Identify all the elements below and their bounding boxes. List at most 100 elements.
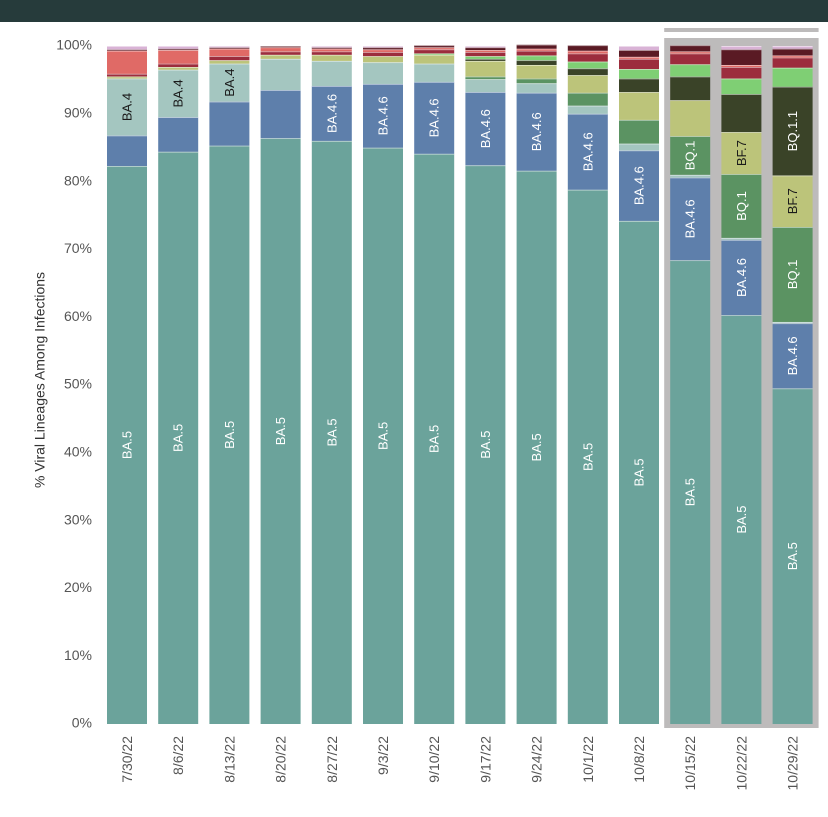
bar-segment — [465, 56, 506, 59]
segment-separator — [414, 153, 455, 155]
segment-separator — [209, 145, 250, 147]
segment-separator — [311, 51, 352, 53]
segment-separator — [567, 113, 608, 115]
segment-separator — [721, 67, 762, 68]
segment-separator — [158, 151, 199, 153]
x-tick-label: 10/1/22 — [580, 736, 596, 783]
segment-label: BA.5 — [529, 433, 544, 461]
bar-segment — [158, 151, 199, 724]
y-axis-label: % Viral Lineages Among Infections — [32, 272, 48, 488]
bar-segment — [619, 46, 659, 51]
segment-label: BA.5 — [632, 458, 647, 486]
segment-label: BA.5 — [171, 424, 186, 452]
segment-separator — [363, 62, 403, 64]
segment-separator — [209, 47, 250, 49]
segment-separator — [670, 260, 711, 262]
segment-separator — [465, 165, 506, 167]
segment-separator — [567, 189, 608, 191]
bar-segment — [363, 147, 403, 724]
bar-segment — [107, 73, 147, 77]
segment-separator — [158, 63, 199, 65]
segment-separator — [363, 52, 403, 53]
segment-separator — [107, 135, 147, 137]
segment-separator — [619, 50, 659, 51]
segment-separator — [260, 90, 301, 91]
segment-separator — [363, 83, 403, 85]
bar-segment — [619, 92, 659, 120]
bar-segment — [311, 51, 352, 55]
segment-separator — [516, 60, 557, 62]
segment-label: BA.5 — [683, 478, 698, 506]
segment-separator — [107, 46, 147, 47]
bar-7/30/22 — [107, 46, 147, 725]
segment-separator — [670, 174, 711, 176]
x-tick-label: 10/8/22 — [631, 736, 647, 783]
segment-separator — [567, 105, 608, 107]
bar-segment — [721, 132, 762, 175]
segment-separator — [721, 315, 762, 316]
x-tick-label: 8/13/22 — [221, 736, 237, 783]
bar-segment — [465, 60, 506, 77]
bar-segment — [260, 51, 301, 55]
segment-separator — [465, 60, 506, 62]
bar-segment — [567, 50, 608, 54]
x-tick-label: 10/15/22 — [682, 736, 698, 791]
segment-label: BA.4.6 — [324, 94, 339, 133]
bar-segment — [516, 92, 557, 171]
segment-separator — [311, 46, 352, 47]
bar-segment — [567, 189, 608, 725]
bar-segment — [670, 174, 711, 178]
segment-separator — [721, 78, 762, 80]
bar-segment — [465, 58, 506, 61]
bar-segment — [619, 143, 659, 151]
bar-segment — [516, 60, 557, 65]
segment-label: BQ.1 — [683, 141, 698, 171]
bar-segment — [209, 101, 250, 146]
segment-separator — [721, 239, 762, 241]
bar-8/27/22 — [311, 46, 352, 725]
segment-separator — [619, 119, 659, 121]
segment-separator — [516, 64, 557, 66]
y-tick-label: 40% — [64, 444, 92, 460]
segment-separator — [516, 48, 557, 50]
bar-segment — [516, 50, 557, 56]
segment-separator — [772, 321, 813, 323]
bar-segment — [670, 64, 711, 77]
segment-separator — [721, 174, 762, 175]
segment-separator — [772, 227, 813, 228]
bar-segment — [772, 57, 813, 68]
bar-segment — [567, 113, 608, 190]
bar-segment — [158, 50, 199, 64]
segment-separator — [158, 46, 199, 47]
bar-segment — [516, 44, 557, 49]
segment-separator — [260, 46, 301, 47]
segment-separator — [414, 63, 455, 65]
segment-label: BA.5 — [324, 418, 339, 446]
segment-label: BA.5 — [376, 422, 391, 450]
segment-separator — [619, 220, 659, 222]
segment-separator — [158, 50, 199, 51]
segment-label: BQ.1.1 — [785, 111, 800, 151]
bar-10/8/22 — [619, 46, 659, 724]
segment-separator — [209, 56, 250, 57]
segment-separator — [772, 57, 813, 59]
x-tick-label: 8/6/22 — [170, 736, 186, 775]
segment-separator — [414, 49, 455, 51]
x-tick-label: 8/27/22 — [324, 736, 340, 783]
bar-segment — [772, 388, 813, 724]
bar-segment — [465, 47, 506, 51]
segment-label: BA.4.6 — [683, 199, 698, 238]
segment-separator — [363, 147, 403, 149]
segment-separator — [670, 136, 711, 137]
bar-segment — [363, 47, 403, 50]
segment-label: BQ.1 — [785, 260, 800, 290]
bar-segment — [721, 64, 762, 68]
bar-8/6/22 — [158, 46, 199, 724]
y-tick-label: 20% — [64, 579, 92, 595]
bar-segment — [209, 56, 250, 61]
segment-separator — [670, 51, 711, 53]
segment-separator — [363, 46, 403, 47]
segment-separator — [414, 81, 455, 83]
bar-segment — [465, 79, 506, 93]
segment-separator — [209, 60, 250, 62]
